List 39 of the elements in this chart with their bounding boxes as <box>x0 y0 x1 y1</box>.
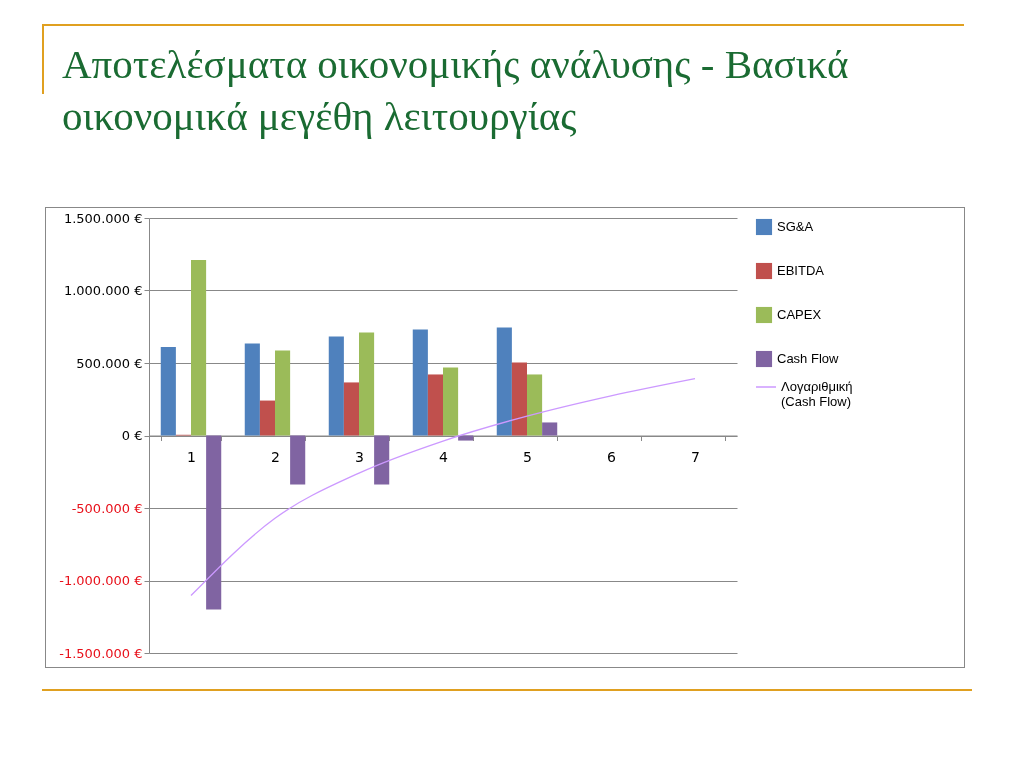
bar <box>542 422 558 436</box>
bar <box>191 260 207 436</box>
bar <box>511 362 527 436</box>
y-tick-label: -1.500.000 € <box>59 645 143 661</box>
x-tick-label: 4 <box>439 449 449 465</box>
x-tick-label: 3 <box>355 449 364 465</box>
bar <box>496 327 512 436</box>
x-tick-label: 5 <box>523 449 532 465</box>
bar <box>160 347 176 436</box>
bar <box>527 374 543 436</box>
bar <box>458 435 474 441</box>
bar <box>275 350 291 436</box>
bar <box>359 332 375 436</box>
x-tick-label: 2 <box>271 449 280 465</box>
bar <box>343 382 359 436</box>
legend-label: CAPEX <box>777 307 822 322</box>
legend-label: Cash Flow <box>777 351 840 366</box>
bar <box>374 435 390 485</box>
y-tick-label: 500.000 € <box>76 355 143 371</box>
legend-label: EBITDA <box>777 263 825 278</box>
y-tick-label: -500.000 € <box>71 500 143 516</box>
x-tick-label: 7 <box>691 449 700 465</box>
legend-label: SG&A <box>777 219 814 234</box>
bar <box>259 400 275 436</box>
y-tick-label: -1.000.000 € <box>59 573 143 588</box>
bar <box>328 336 344 436</box>
bar <box>443 367 459 436</box>
chart-title: Αποτελέσματα οικονομικής ανάλυσης - Βασικά οικονομικά μεγέθη λειτουργίας <box>62 40 850 141</box>
y-tick-label: 1.000.000 € <box>63 283 143 298</box>
x-tick-label: 1 <box>187 449 196 465</box>
legend-label: Λογαριθμική (Cash Flow) <box>781 379 853 409</box>
bar <box>244 343 260 436</box>
bar <box>206 435 222 610</box>
bar <box>427 374 443 436</box>
y-tick-label: 1.500.000 € <box>63 210 143 226</box>
bar <box>412 329 428 436</box>
x-tick-label: 6 <box>607 449 617 465</box>
bar <box>290 435 306 485</box>
y-tick-label: 0 € <box>121 428 143 443</box>
